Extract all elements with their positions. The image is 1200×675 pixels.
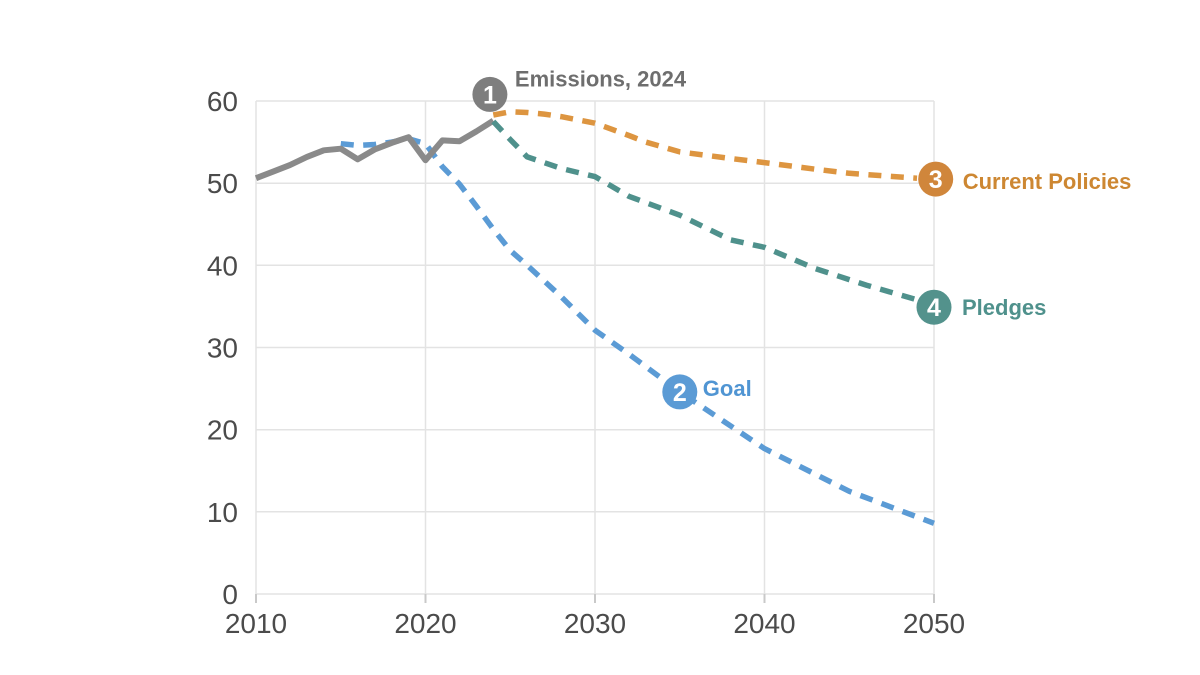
marker-2-label: Goal — [703, 376, 752, 401]
marker-1-number: 1 — [483, 81, 497, 109]
marker-4-group: 4 Pledges — [916, 289, 1046, 325]
marker-3-circle — [918, 161, 954, 197]
gridlines — [255, 100, 935, 603]
y-axis-label-20: 20 — [207, 415, 238, 446]
marker-3-group: 3 Current Policies — [918, 161, 1132, 197]
series-line-pledges — [491, 119, 918, 303]
x-axis-label-2030: 2030 — [564, 608, 626, 639]
y-axis-label-10: 10 — [207, 497, 238, 528]
y-axis-label-0: 0 — [222, 579, 238, 610]
series-lines — [254, 108, 935, 526]
y-axis-label-40: 40 — [207, 250, 238, 281]
y-axis-label-30: 30 — [207, 333, 238, 364]
marker-2-group: 2 Goal — [662, 374, 752, 410]
marker-1-label: Emissions, 2024 — [515, 66, 687, 91]
marker-2-number: 2 — [673, 379, 687, 407]
marker-1-group: 1 Emissions, 2024 — [472, 66, 687, 112]
x-axis-label-2050: 2050 — [903, 608, 965, 639]
series-line-goal — [340, 136, 935, 526]
series-line-emissions — [254, 118, 495, 182]
x-axis-label-2020: 2020 — [394, 608, 456, 639]
x-axis-label-2010: 2010 — [225, 608, 287, 639]
marker-1-circle — [472, 76, 508, 112]
series-line-current-policies — [492, 108, 918, 181]
annotations: 1 Emissions, 2024 2 Goal 3 Current Policies 4 P… — [472, 66, 1132, 410]
y-axis-label-60: 60 — [207, 86, 238, 117]
x-axis-label-2040: 2040 — [733, 608, 795, 639]
marker-3-label: Current Policies — [963, 169, 1132, 194]
marker-4-number: 4 — [927, 294, 941, 322]
y-axis-label-50: 50 — [207, 168, 238, 199]
marker-4-circle — [916, 289, 952, 325]
marker-3-number: 3 — [929, 166, 943, 194]
marker-2-circle — [662, 374, 698, 410]
marker-4-label: Pledges — [962, 295, 1046, 320]
